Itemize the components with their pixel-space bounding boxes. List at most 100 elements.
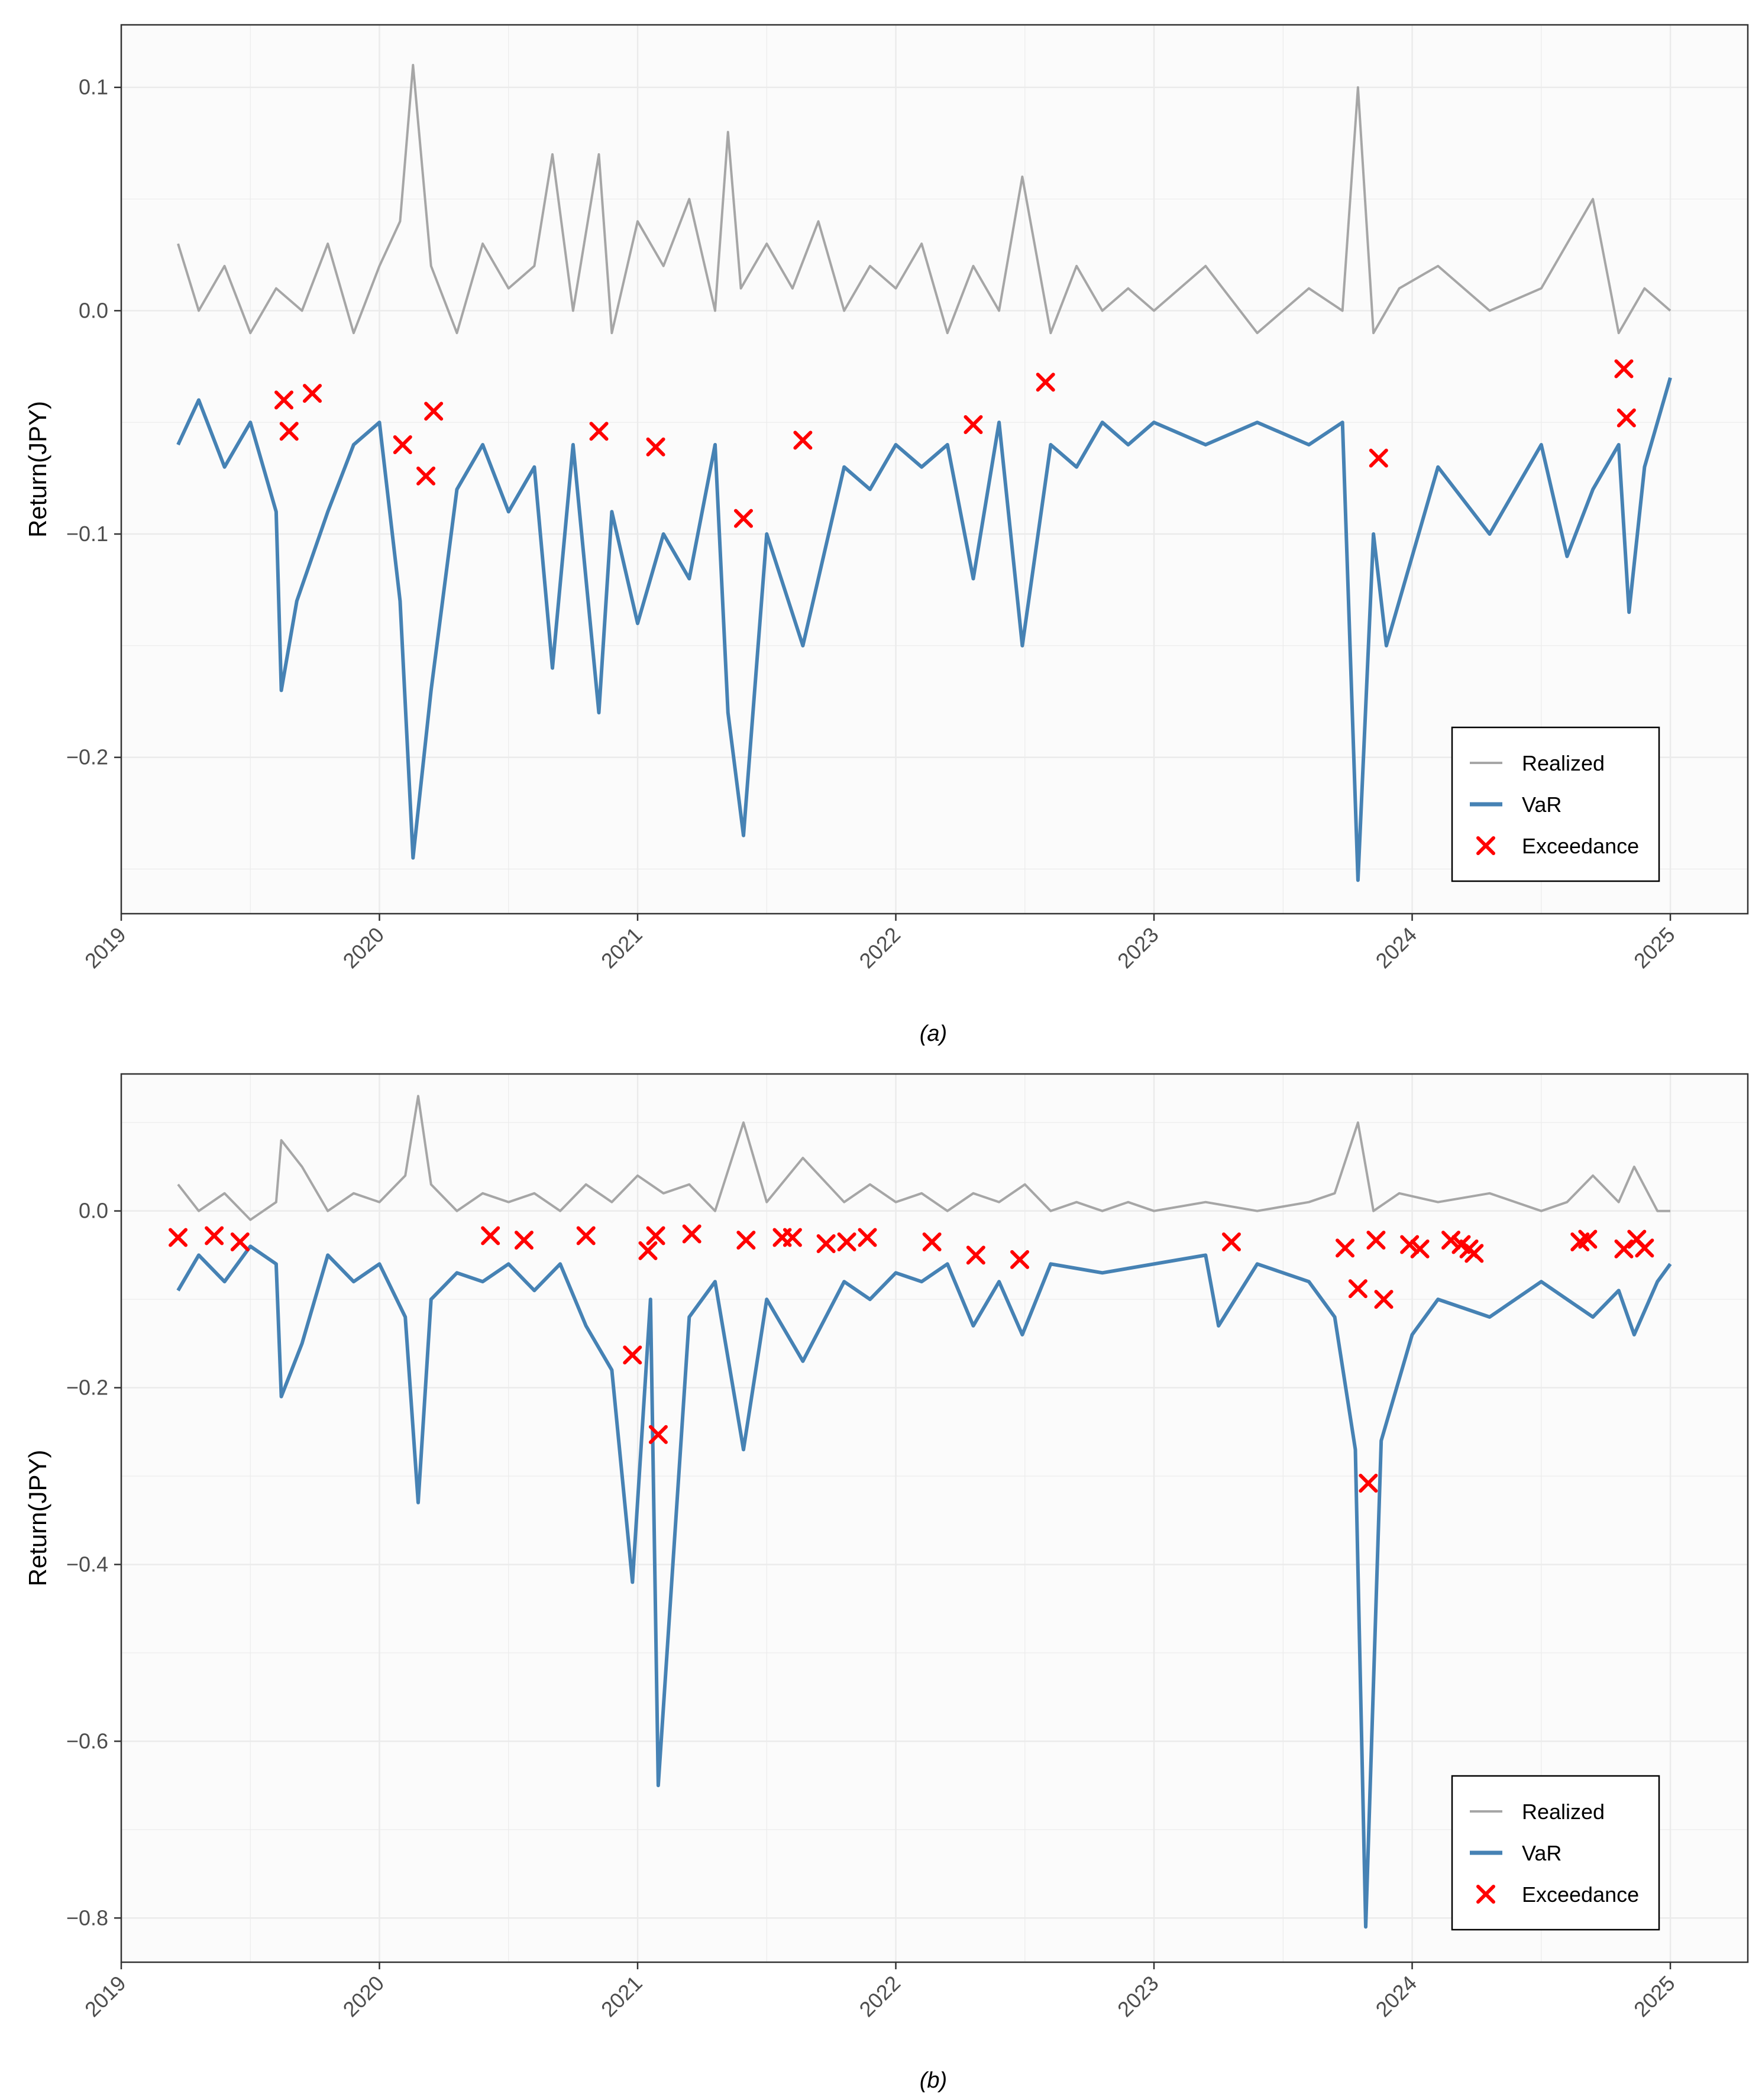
exceedance-marker-b-21 <box>1336 1238 1355 1258</box>
exceedance-marker-b-8 <box>646 1226 665 1245</box>
exceedance-marker-b-10 <box>682 1224 701 1244</box>
exceedance-marker-a-1-stroke-2 <box>279 422 299 441</box>
exceedance-marker-a-9-stroke-2 <box>793 431 813 450</box>
exceedance-marker-b-18 <box>966 1245 985 1265</box>
exceedance-marker-b-0 <box>169 1228 188 1247</box>
gridlines-b <box>120 1074 1748 1962</box>
exceedance-marker-a-0-stroke-2 <box>274 390 293 410</box>
exceedance-marker-b-20-stroke-2 <box>1221 1232 1241 1251</box>
legend-key-exceedance-b <box>1476 1885 1495 1904</box>
exceedance-marker-a-4 <box>416 466 436 486</box>
exceedance-marker-b-26-stroke-2 <box>1400 1235 1420 1254</box>
legend-exceedance-icon-a <box>1476 836 1495 855</box>
plot-border-a <box>120 24 1749 915</box>
exceedance-marker-a-5 <box>424 402 444 421</box>
caption-b: (b) <box>920 2068 947 2093</box>
exceedance-marker-b-31 <box>1464 1244 1484 1263</box>
exceedance-marker-b-23-stroke-2 <box>1359 1473 1378 1493</box>
y-axis-label-a: Return(JPY) <box>24 401 51 538</box>
exceedance-marker-b-3 <box>481 1226 500 1245</box>
exceedance-marker-b-2 <box>230 1232 250 1251</box>
exceedance-marker-b-34-stroke-2 <box>1614 1239 1634 1258</box>
exceedance-marker-a-12 <box>1369 448 1388 468</box>
var-line-b <box>176 1244 1672 1929</box>
exceedance-marker-b-5 <box>576 1226 596 1245</box>
realized-line-a <box>177 64 1672 335</box>
legend-exceedance-icon-b-stroke-2 <box>1476 1885 1495 1904</box>
exceedance-marker-a-6-stroke-2 <box>589 422 609 441</box>
exceedance-marker-b-34 <box>1614 1239 1634 1258</box>
exceedance-marker-b-11-stroke-2 <box>736 1230 756 1250</box>
exceedance-marker-b-36-stroke-2 <box>1635 1238 1654 1258</box>
exceedance-marker-a-7-stroke-2 <box>646 437 665 457</box>
legend-label-var-a: VaR <box>1522 792 1561 817</box>
y-tick-label-a-0: −0.2 <box>66 745 108 769</box>
exceedance-marker-b-4-stroke-2 <box>514 1230 534 1250</box>
exceedance-marker-a-13 <box>1614 359 1634 378</box>
exceedance-marker-b-11 <box>736 1230 756 1250</box>
exceedance-marker-b-20 <box>1221 1232 1241 1251</box>
exceedance-marker-a-3 <box>393 435 412 454</box>
exceedance-marker-b-27 <box>1410 1239 1430 1258</box>
legend-a: Realized VaR Exceedance <box>1451 726 1660 882</box>
exceedance-marker-b-28 <box>1441 1230 1461 1250</box>
legend-exceedance-icon-a-stroke-2 <box>1476 836 1495 855</box>
y-tick-label-a-1: −0.1 <box>66 522 108 546</box>
legend-label-realized-a: Realized <box>1522 751 1605 775</box>
exceedance-marker-a-9 <box>793 431 813 450</box>
legend-label-var-b: VaR <box>1522 1841 1561 1865</box>
exceedance-marker-b-17-stroke-2 <box>922 1232 942 1251</box>
exceedance-marker-b-21-stroke-2 <box>1336 1238 1355 1258</box>
exceedance-marker-a-3-stroke-2 <box>393 435 412 454</box>
exceedance-marker-b-33 <box>1578 1229 1598 1249</box>
exceedance-marker-b-31-stroke-2 <box>1464 1244 1484 1263</box>
exceedance-marker-b-28-stroke-2 <box>1441 1230 1461 1250</box>
caption-a: (a) <box>920 1021 947 1046</box>
exceedance-marker-a-2-stroke-2 <box>303 384 322 403</box>
exceedance-marker-b-24-stroke-2 <box>1366 1230 1386 1250</box>
exceedance-marker-b-9 <box>648 1425 668 1444</box>
exceedance-marker-b-19 <box>1010 1250 1030 1269</box>
exceedance-marker-b-27-stroke-2 <box>1410 1239 1430 1258</box>
exceedance-marker-b-7-stroke-2 <box>638 1241 658 1260</box>
exceedance-marker-b-4 <box>514 1230 534 1250</box>
y-tick-label-a-2: 0.0 <box>79 298 108 322</box>
legend-label-exceedance-a: Exceedance <box>1522 834 1639 858</box>
exceedance-marker-a-11-stroke-2 <box>1036 373 1055 392</box>
exceedance-marker-b-15-stroke-2 <box>837 1232 856 1251</box>
exceedance-marker-a-6 <box>589 422 609 441</box>
exceedance-marker-b-16 <box>858 1228 877 1247</box>
gridlines-a <box>120 25 1748 914</box>
exceedance-marker-b-24 <box>1366 1230 1386 1250</box>
y-tick-label-b-3: −0.2 <box>66 1376 108 1400</box>
legend-exceedance-icon-b <box>1476 1885 1495 1904</box>
exceedance-marker-b-9-stroke-2 <box>648 1425 668 1444</box>
var-line-a <box>176 377 1672 882</box>
exceedance-marker-b-6 <box>623 1345 642 1365</box>
exceedance-marker-b-22 <box>1348 1279 1367 1299</box>
exceedance-marker-a-13-stroke-2 <box>1614 359 1634 378</box>
exceedance-marker-a-0 <box>274 390 293 410</box>
exceedance-marker-b-36 <box>1635 1238 1654 1258</box>
exceedance-marker-b-16-stroke-2 <box>858 1228 877 1247</box>
exceedance-marker-b-33-stroke-2 <box>1578 1229 1598 1249</box>
exceedance-marker-b-26 <box>1400 1235 1420 1254</box>
legend-label-exceedance-b: Exceedance <box>1522 1882 1639 1907</box>
exceedance-marker-a-7 <box>646 437 665 457</box>
exceedance-marker-b-25-stroke-2 <box>1374 1290 1394 1309</box>
y-axis-label-b: Return(JPY) <box>24 1449 51 1586</box>
exceedance-marker-b-15 <box>837 1232 856 1251</box>
exceedance-marker-b-23 <box>1359 1473 1378 1493</box>
plot-border-b <box>120 1073 1749 1963</box>
exceedance-marker-b-13 <box>783 1228 802 1247</box>
exceedance-marker-a-12-stroke-2 <box>1369 448 1388 468</box>
legend-b: Realized VaR Exceedance <box>1451 1775 1660 1931</box>
exceedance-marker-a-5-stroke-2 <box>424 402 444 421</box>
exceedance-marker-a-8-stroke-2 <box>733 509 753 528</box>
exceedance-marker-b-25 <box>1374 1290 1394 1309</box>
legend-label-realized-b: Realized <box>1522 1800 1605 1824</box>
exceedance-marker-a-14-stroke-2 <box>1616 408 1636 428</box>
legend-key-exceedance-a <box>1476 836 1495 855</box>
